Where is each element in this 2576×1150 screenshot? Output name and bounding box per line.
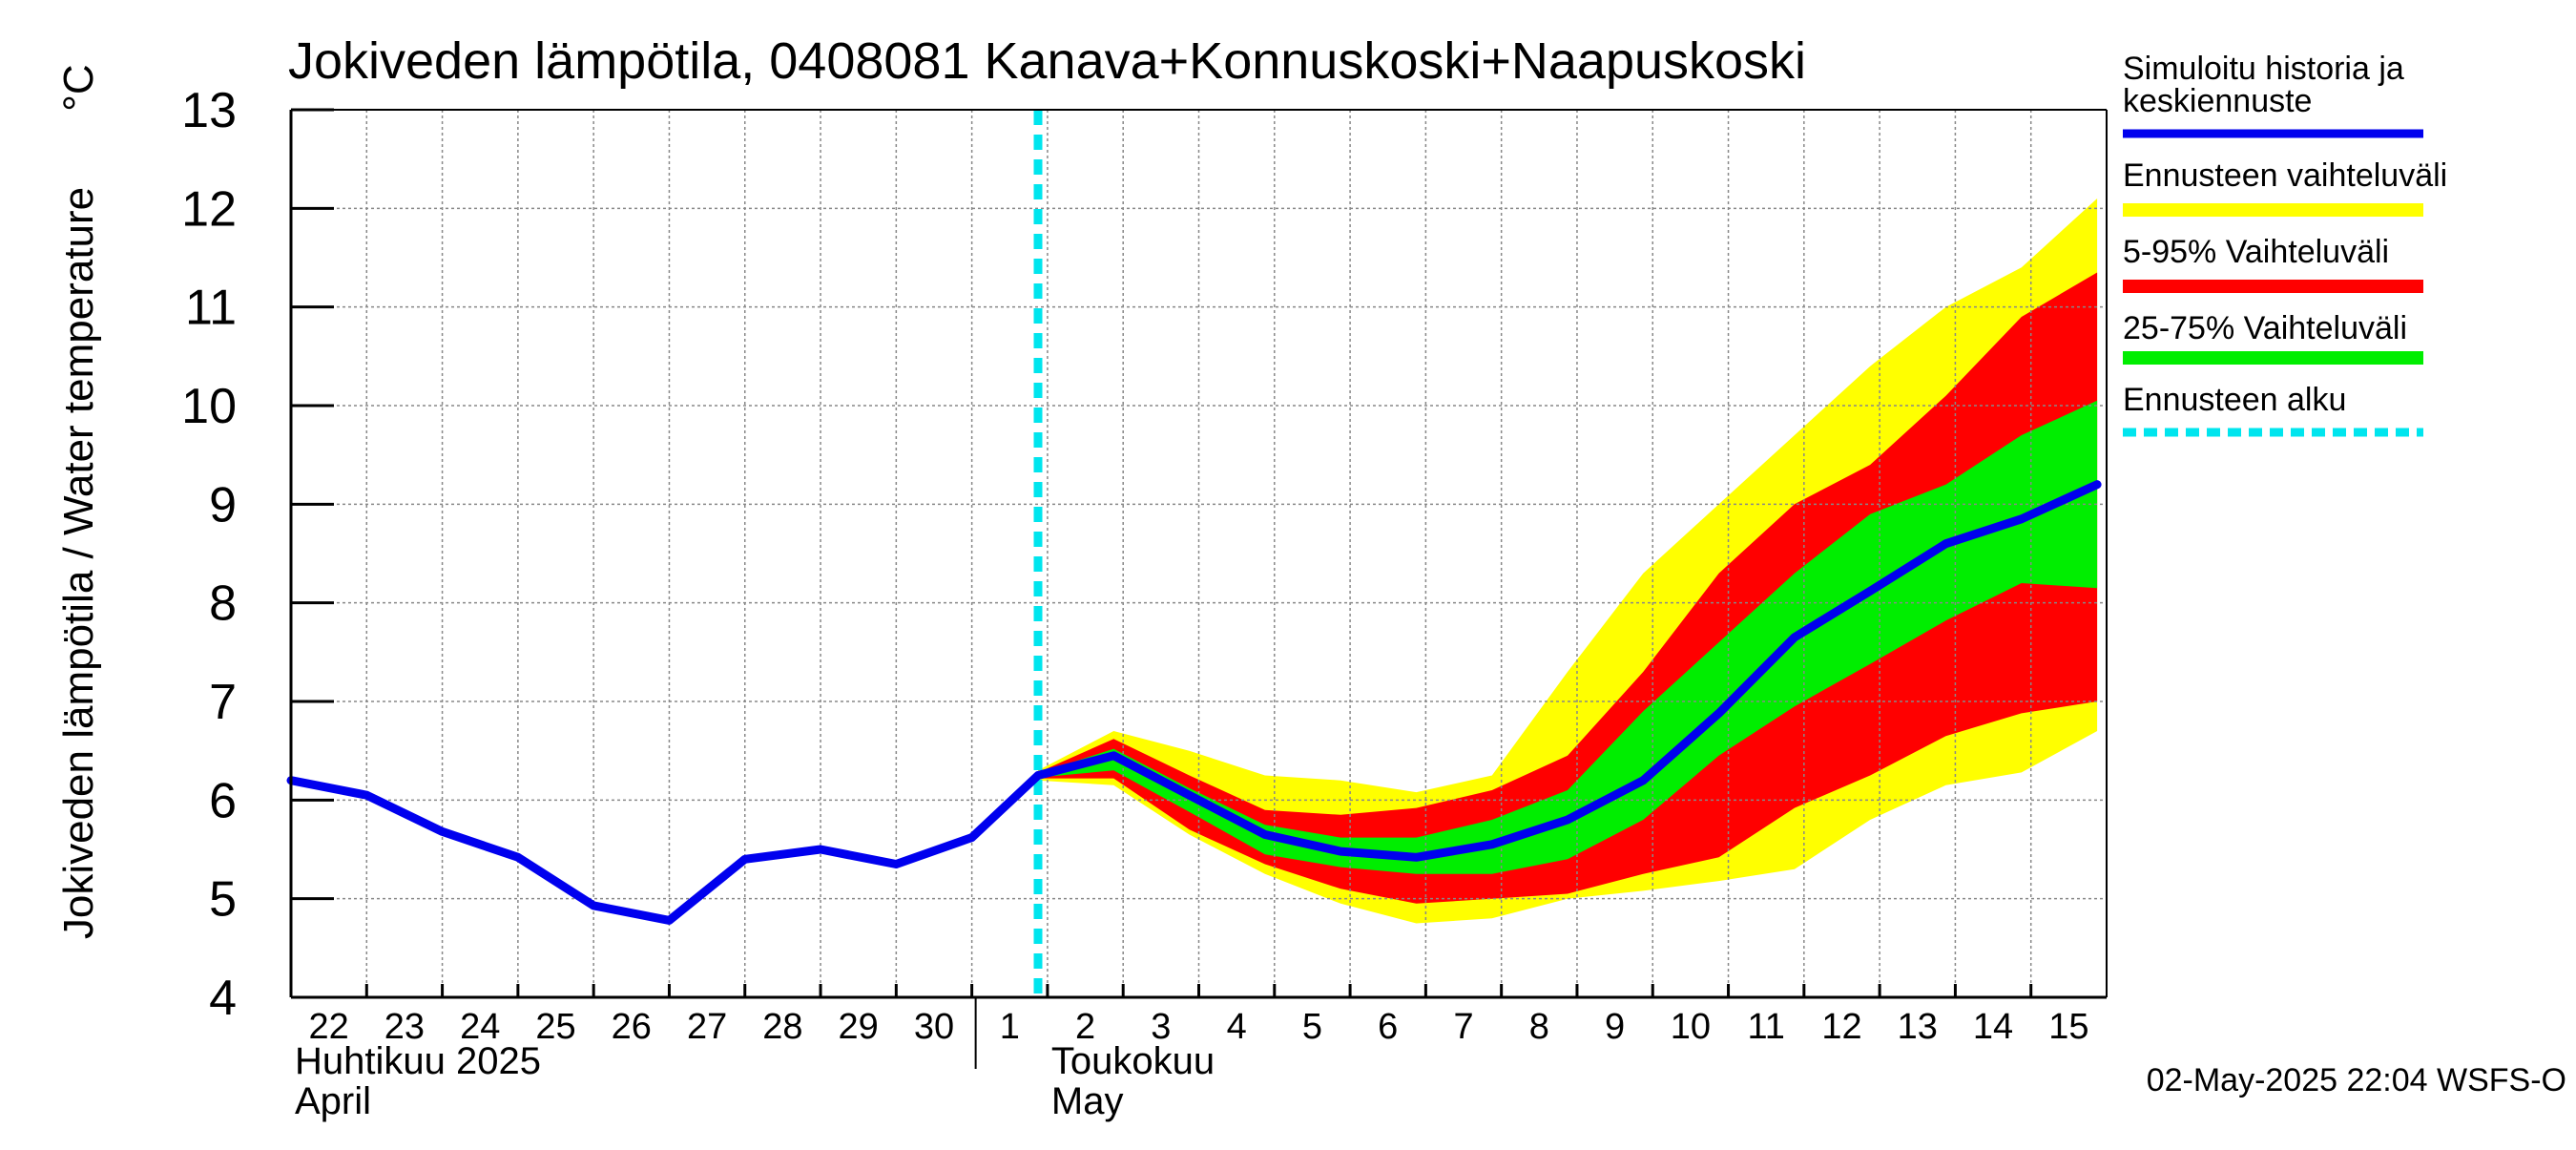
- band-25-75: [1038, 400, 2098, 874]
- x-tick-label: 9: [1605, 1007, 1625, 1047]
- month-label-en: April: [295, 1080, 371, 1122]
- x-tick-label: 15: [2048, 1007, 2088, 1047]
- band-5-95: [1038, 272, 2098, 904]
- x-tick-label: 5: [1302, 1007, 1322, 1047]
- x-tick-label: 3: [1151, 1007, 1171, 1047]
- x-tick-label: 25: [535, 1007, 575, 1047]
- legend-label: keskiennuste: [2123, 83, 2312, 119]
- x-tick-label: 7: [1453, 1007, 1473, 1047]
- history-series-line: [286, 480, 2102, 925]
- x-tick-label: 13: [1898, 1007, 1938, 1047]
- y-axis-label: Jokiveden lämpötila / Water temperature: [55, 187, 102, 939]
- y-tick-label: 5: [209, 872, 237, 928]
- y-tick-label: 10: [181, 379, 237, 434]
- legend-label: Simuloitu historia ja: [2123, 51, 2404, 87]
- x-tick-label: 24: [460, 1007, 500, 1047]
- y-tick-label: 9: [209, 477, 237, 533]
- y-tick-label: 7: [209, 675, 237, 730]
- legend-label: Ennusteen alku: [2123, 382, 2346, 418]
- legend-label: 25-75% Vaihteluväli: [2123, 310, 2407, 346]
- x-tick-label: 8: [1529, 1007, 1549, 1047]
- legend-label: 5-95% Vaihteluväli: [2123, 234, 2389, 270]
- y-tick-label: 8: [209, 576, 237, 632]
- x-tick-label: 6: [1378, 1007, 1398, 1047]
- x-tick-label: 30: [914, 1007, 954, 1047]
- month-label-fi: Huhtikuu 2025: [295, 1040, 541, 1082]
- month-label-en: May: [1051, 1080, 1124, 1122]
- legend-label: Ennusteen vaihteluväli: [2123, 157, 2447, 194]
- month-label-fi: Toukokuu: [1051, 1040, 1215, 1082]
- timestamp: 02-May-2025 22:04 WSFS-O: [2147, 1062, 2566, 1098]
- chart-title: Jokiveden lämpötila, 0408081 Kanava+Konn…: [288, 32, 1806, 90]
- x-tick-label: 11: [1747, 1007, 1784, 1047]
- x-tick-label: 27: [687, 1007, 727, 1047]
- y-tick-label: 6: [209, 773, 237, 828]
- x-tick-label: 28: [762, 1007, 802, 1047]
- x-tick-label: 2: [1075, 1007, 1095, 1047]
- x-tick-label: 4: [1227, 1007, 1247, 1047]
- y-tick-label: 12: [181, 181, 237, 237]
- y-tick-label: 4: [209, 971, 237, 1026]
- x-tick-label: 26: [612, 1007, 652, 1047]
- x-tick-label: 12: [1821, 1007, 1861, 1047]
- x-tick-label: 1: [1000, 1007, 1020, 1047]
- x-tick-label: 22: [309, 1007, 349, 1047]
- x-tick-label: 10: [1671, 1007, 1711, 1047]
- y-tick-label: 13: [181, 83, 237, 138]
- y-tick-label: 11: [185, 281, 237, 336]
- x-tick-label: 14: [1973, 1007, 2013, 1047]
- y-axis-unit: °C: [55, 64, 102, 111]
- x-tick-label: 29: [839, 1007, 879, 1047]
- x-tick-label: 23: [384, 1007, 425, 1047]
